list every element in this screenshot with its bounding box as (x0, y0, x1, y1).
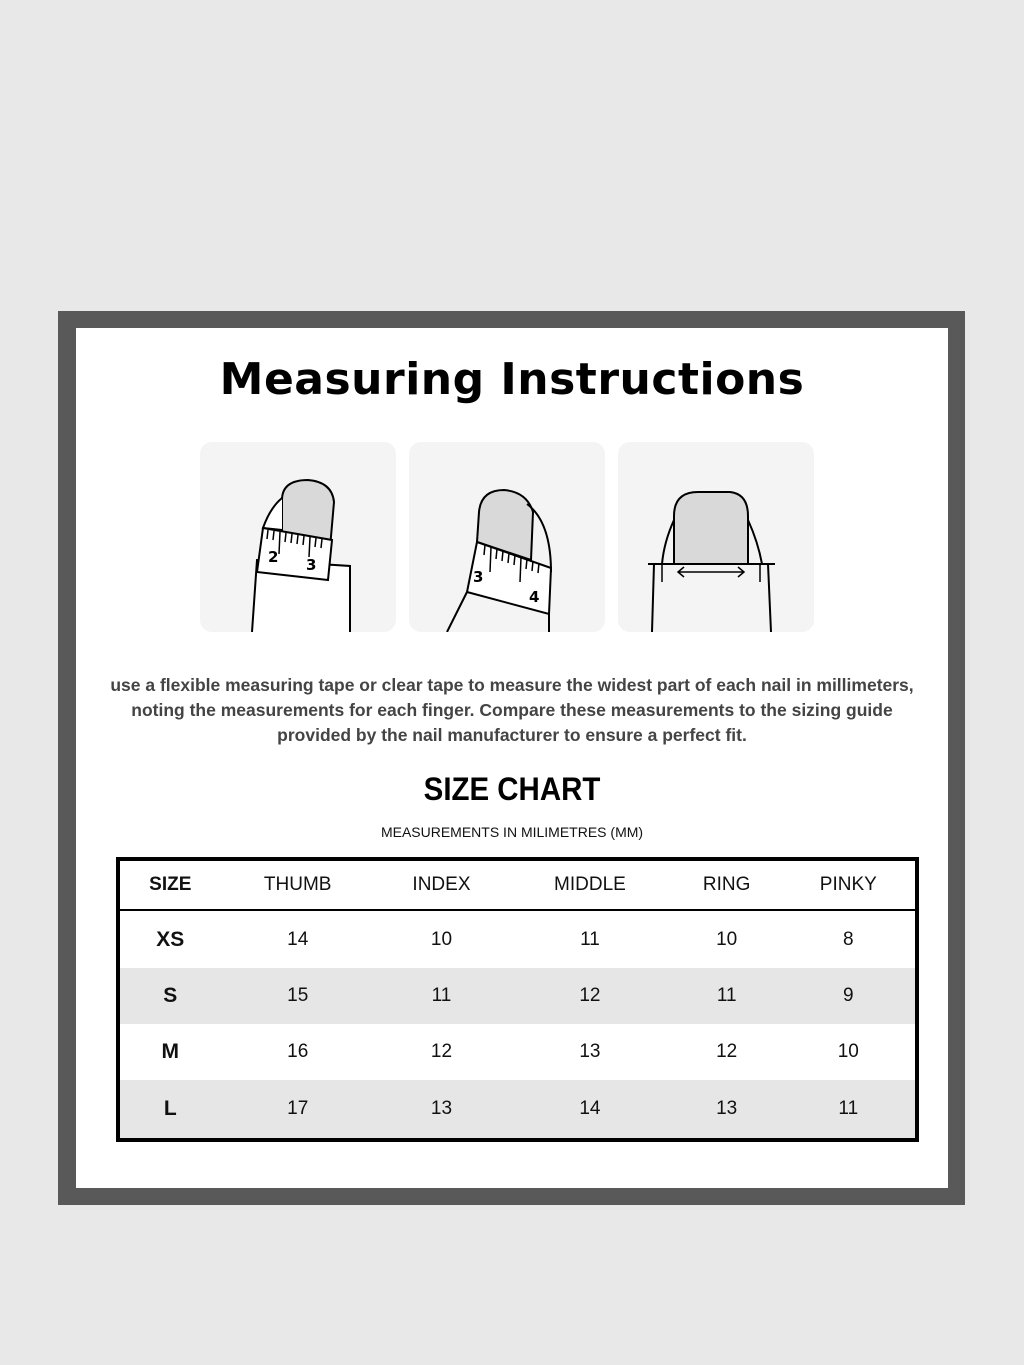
measurement-cell: 13 (671, 1079, 782, 1140)
header-middle: MIDDLE (508, 859, 672, 911)
size-cell: L (118, 1079, 221, 1140)
table-row: L 17 13 14 13 11 (118, 1079, 917, 1140)
instructions-text: use a flexible measuring tape or clear t… (110, 675, 914, 745)
measurement-cell: 10 (716, 928, 738, 950)
measurement-cell: 14 (508, 1079, 672, 1140)
measurement-cell: 11 (374, 968, 509, 1024)
header-size: SIZE (118, 859, 221, 911)
finger-tape-measure-tilted-icon: 3 4 (409, 442, 605, 633)
measurement-cell: 15 (220, 968, 375, 1024)
header-ring: RING (671, 859, 782, 911)
size-cell: XS (156, 927, 185, 951)
measurement-cell: 12 (430, 1040, 453, 1062)
table-row: M 16 12 13 12 10 (118, 1024, 917, 1080)
measurement-cell: 10 (837, 1040, 859, 1062)
header-index: INDEX (374, 859, 509, 911)
tape-number: 3 (473, 568, 483, 586)
tape-number: 4 (529, 588, 539, 606)
size-chart-title: SIZE CHART (423, 771, 601, 807)
measurement-cell: 12 (508, 968, 672, 1024)
header-thumb: THUMB (220, 859, 375, 911)
size-chart-table: SIZE THUMB INDEX MIDDLE RING PINKY XS 14 1… (116, 857, 919, 1142)
measurement-cell: 10 (430, 928, 453, 950)
page-title: Measuring Instructions (219, 354, 805, 405)
table-row: XS 14 10 11 10 8 (118, 910, 917, 968)
table-row: S 15 11 12 11 9 (118, 968, 917, 1024)
measurement-cell: 11 (781, 1079, 917, 1140)
measurement-cell: 17 (220, 1079, 375, 1140)
measurement-cell: 13 (579, 1040, 601, 1062)
size-cell: S (118, 968, 221, 1024)
instruction-card: Measuring Instructions 2 3 (76, 328, 948, 1188)
table-header-row: SIZE THUMB INDEX MIDDLE RING PINKY (118, 859, 917, 911)
frame: Measuring Instructions 2 3 (58, 311, 965, 1205)
measurement-cell: 8 (843, 928, 854, 950)
measurement-cell: 9 (781, 968, 917, 1024)
tape-number: 3 (306, 556, 316, 574)
measurement-cell: 13 (374, 1079, 509, 1140)
measurement-cell: 11 (580, 928, 600, 950)
tape-number: 2 (268, 548, 278, 566)
header-pinky: PINKY (781, 859, 917, 911)
size-chart-subtitle: MEASUREMENTS IN MILIMETRES (MM) (380, 824, 644, 840)
nail-width-arrow-icon (618, 442, 814, 633)
measurement-cell: 16 (287, 1040, 309, 1062)
size-cell: M (161, 1039, 180, 1063)
measurement-cell: 11 (671, 968, 782, 1024)
measurement-cell: 14 (287, 928, 309, 950)
measurement-cell: 12 (716, 1040, 738, 1062)
finger-tape-measure-icon: 2 3 (200, 442, 396, 633)
